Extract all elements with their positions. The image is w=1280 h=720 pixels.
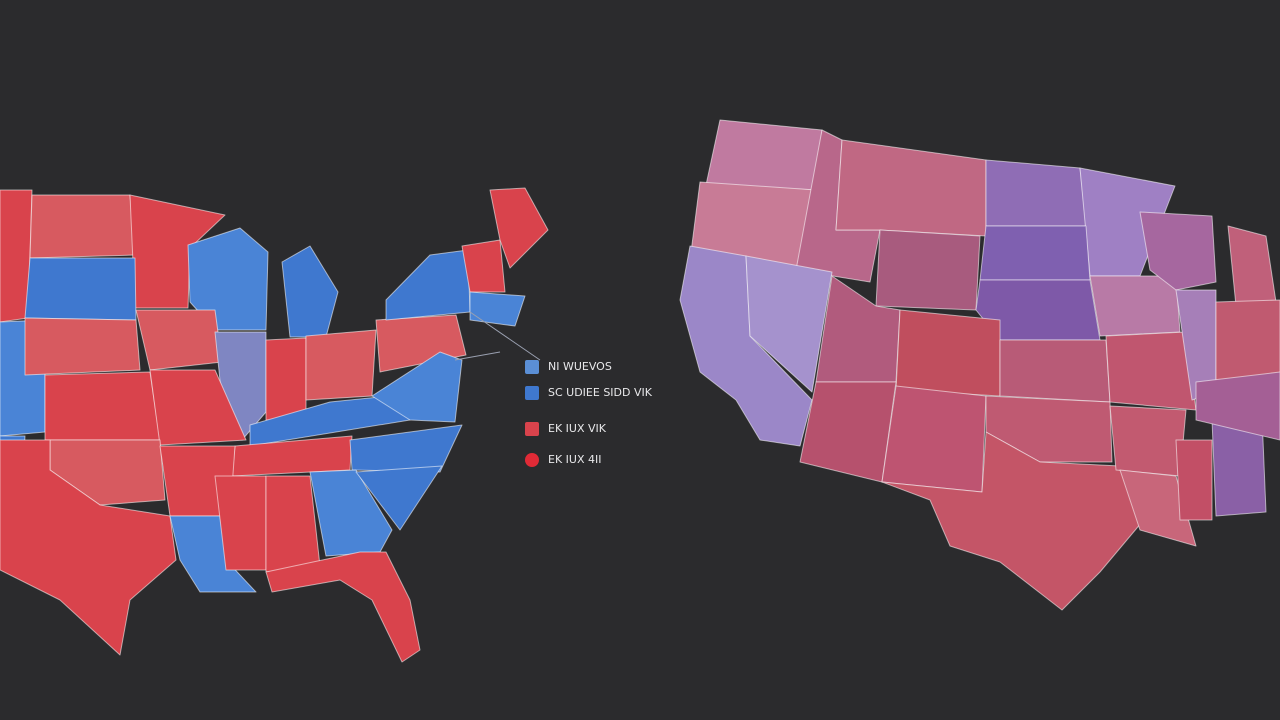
state-shape bbox=[985, 159, 1087, 227]
leader-line bbox=[454, 351, 501, 361]
state-shape bbox=[469, 291, 526, 327]
state-shape bbox=[461, 239, 506, 293]
legend-marker bbox=[525, 422, 539, 436]
state-shape bbox=[355, 465, 443, 531]
state-shape bbox=[24, 257, 137, 321]
state-shape bbox=[985, 395, 1113, 463]
legend-marker bbox=[525, 453, 539, 467]
legend-marker bbox=[525, 386, 539, 400]
legend-marker bbox=[525, 360, 539, 374]
state-shape bbox=[349, 424, 463, 473]
state-shape bbox=[187, 227, 269, 331]
legend-label: NI WUEVOS bbox=[548, 360, 612, 373]
state-shape bbox=[979, 225, 1091, 281]
state-shape bbox=[305, 329, 377, 401]
state-shape bbox=[1139, 211, 1217, 291]
state-shape bbox=[44, 371, 161, 441]
state-shape bbox=[309, 469, 393, 557]
state-shape bbox=[895, 309, 1001, 397]
state-shape bbox=[149, 369, 247, 446]
state-shape bbox=[281, 245, 339, 338]
legend: NI WUEVOS SC UDIEE SIDD VIK EK IUX VIK EK I… bbox=[525, 360, 653, 467]
state-shape bbox=[1089, 275, 1181, 337]
state-shape bbox=[489, 187, 549, 269]
leader-line bbox=[469, 311, 541, 361]
legend-label: EK IUX VIK bbox=[548, 422, 607, 435]
state-shape bbox=[135, 309, 223, 371]
state-shape bbox=[265, 551, 421, 663]
state-shape bbox=[1215, 299, 1280, 383]
state-shape bbox=[1175, 439, 1213, 521]
state-shape bbox=[24, 317, 141, 376]
state-shape bbox=[1109, 405, 1187, 477]
state-shape bbox=[29, 194, 136, 259]
state-shape bbox=[875, 229, 981, 311]
state-shape bbox=[705, 119, 823, 191]
state-shape bbox=[1105, 331, 1197, 411]
state-shape bbox=[371, 351, 463, 423]
right-map bbox=[679, 119, 1280, 611]
state-shape bbox=[999, 339, 1111, 403]
state-shape bbox=[745, 255, 833, 393]
state-shape bbox=[881, 385, 987, 493]
state-shape bbox=[265, 475, 321, 573]
state-shape bbox=[881, 431, 1143, 611]
state-shape bbox=[0, 439, 177, 656]
legend-label: EK IUX 4II bbox=[548, 453, 601, 466]
left-map bbox=[0, 187, 549, 663]
state-shape bbox=[1119, 469, 1197, 547]
state-shape bbox=[1195, 371, 1280, 441]
state-shape bbox=[265, 337, 307, 421]
legend-label: SC UDIEE SIDD VIK bbox=[548, 386, 653, 399]
